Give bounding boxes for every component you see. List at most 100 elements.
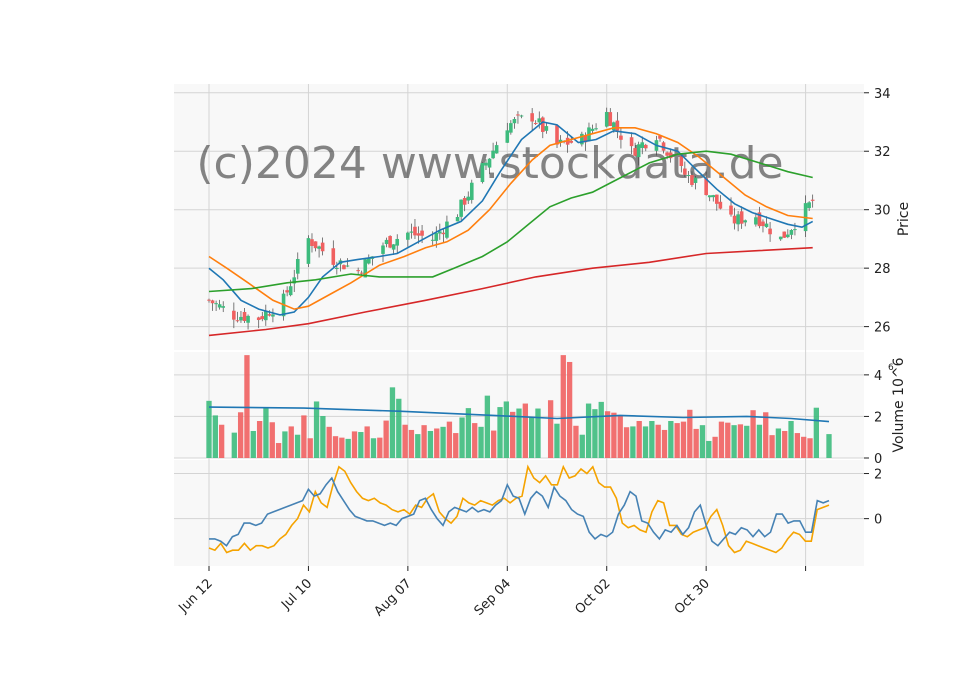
candle-body	[232, 310, 236, 320]
candle-body	[693, 177, 698, 183]
volume-bar	[604, 411, 611, 458]
volume-bar	[383, 420, 389, 458]
volume-bar	[294, 434, 301, 458]
candle-body	[317, 246, 321, 249]
volume-bar	[237, 412, 244, 458]
x-tick-label: Jul 10	[278, 576, 315, 613]
volume-bar	[453, 433, 459, 458]
volume-bar	[731, 425, 737, 458]
volume-bars	[206, 355, 832, 458]
volume-bar	[288, 426, 294, 458]
candle-body	[736, 214, 740, 225]
candle-body	[342, 265, 346, 270]
volume-bar	[566, 361, 573, 458]
candle-body	[558, 139, 563, 143]
volume-bar	[434, 428, 440, 458]
candle-body	[264, 311, 268, 321]
candle-body	[668, 152, 673, 159]
x-tick-label: Sep 04	[472, 576, 515, 619]
candle-body	[807, 202, 811, 209]
volume-bar	[579, 434, 585, 458]
volume-bar	[250, 430, 256, 458]
candle-body	[214, 303, 218, 305]
candle-body	[420, 230, 424, 236]
candle-body	[292, 277, 297, 284]
candle-body	[690, 175, 694, 185]
candle-body	[441, 232, 446, 235]
volume-bar	[756, 424, 763, 458]
volume-bar	[244, 355, 250, 458]
oscillator-line-b	[209, 476, 830, 547]
candle-body	[732, 215, 737, 224]
candle-body	[217, 304, 222, 308]
price-y-tick-label: 28	[874, 262, 891, 277]
candle-body	[306, 238, 311, 264]
candle-body	[541, 117, 545, 132]
volume-moving-average	[208, 406, 830, 423]
volume-bar	[636, 421, 642, 458]
candle-body	[757, 212, 762, 227]
volume-bar	[649, 421, 655, 458]
volume-bar	[522, 403, 528, 458]
volume-bar	[718, 421, 725, 458]
candle-body	[615, 120, 620, 131]
moving-average-lines	[208, 121, 814, 337]
candle-body	[555, 125, 559, 145]
price-y-tick-label: 32	[874, 145, 891, 160]
volume-bar	[389, 387, 396, 458]
candle-body	[381, 245, 385, 254]
candle-body	[764, 223, 769, 228]
volume-bar	[712, 436, 718, 458]
candle-body	[384, 239, 389, 245]
candle-body	[686, 175, 691, 177]
candle-body	[761, 221, 765, 227]
volume-bar	[560, 355, 566, 458]
volume-bar	[655, 424, 661, 458]
volume-bar	[699, 425, 706, 458]
candle-body	[604, 111, 609, 127]
volume-bar	[807, 438, 813, 458]
candle-body	[782, 231, 787, 238]
volume-bar	[332, 436, 339, 458]
candle-body	[739, 211, 744, 224]
osc-y-tick-label: 2	[874, 468, 882, 483]
volume-y-tick-label: 0	[874, 452, 882, 467]
candle-body	[580, 133, 584, 145]
candle-body	[406, 232, 410, 240]
candle-body	[786, 234, 790, 238]
price-y-tick-label: 26	[874, 321, 891, 336]
candle-body	[367, 257, 371, 264]
volume-bar	[212, 415, 218, 458]
volume-y-tick-label: 2	[874, 410, 882, 425]
volume-bar	[465, 408, 472, 458]
candle-body	[533, 123, 538, 125]
candle-body	[640, 142, 645, 148]
candle-body	[416, 233, 421, 236]
volume-bar	[680, 421, 687, 458]
candle-body	[711, 195, 716, 198]
volume-axis-label: Volume 10^6	[891, 357, 907, 452]
volume-bar	[706, 440, 712, 458]
candle-body	[246, 315, 250, 323]
volume-bar	[345, 438, 351, 458]
candle-body	[345, 265, 350, 267]
volume-bar	[370, 438, 377, 458]
volume-bar	[794, 433, 801, 458]
volume-bar	[788, 421, 794, 458]
volume-bar	[623, 427, 630, 458]
candle-body	[409, 231, 414, 233]
candle-body	[363, 259, 368, 278]
volume-bar	[339, 437, 345, 458]
volume-bar	[269, 422, 275, 458]
volume-bar	[459, 417, 465, 458]
x-tick-label: Aug 07	[372, 576, 415, 619]
candle-body	[789, 229, 794, 235]
candle-body	[256, 317, 261, 321]
candle-body	[505, 130, 510, 143]
candle-body	[569, 140, 574, 143]
candle-body	[242, 311, 247, 321]
candle-body	[445, 221, 449, 238]
price-y-tick-label: 34	[874, 87, 891, 102]
volume-bar	[769, 435, 775, 458]
